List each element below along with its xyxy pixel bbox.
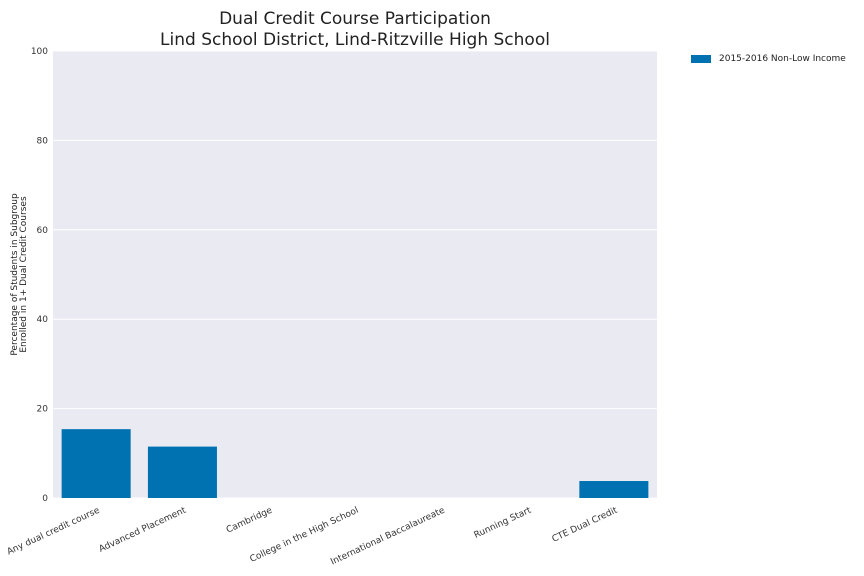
- legend-swatch: [691, 55, 711, 63]
- legend: 2015-2016 Non-Low Income: [691, 54, 846, 64]
- chart-title-line-1: Dual Credit Course Participation: [219, 9, 491, 29]
- y-tick-label: 0: [42, 494, 48, 504]
- plot-area: [53, 51, 657, 498]
- bar: [579, 481, 649, 498]
- y-tick-label: 60: [37, 226, 49, 236]
- x-tick-label: CTE Dual Credit: [551, 505, 620, 544]
- bar: [61, 429, 131, 498]
- y-tick-label: 40: [37, 315, 49, 325]
- x-tick-label: Running Start: [473, 505, 534, 540]
- bar: [147, 446, 217, 498]
- x-tick-label: Any dual credit course: [6, 505, 102, 557]
- x-tick-label: Advanced Placement: [98, 505, 189, 554]
- y-tick-label: 80: [37, 136, 49, 146]
- y-axis-label: Enrolled in 1+ Dual Credit Courses: [19, 196, 29, 353]
- x-tick-label: Cambridge: [225, 505, 274, 535]
- y-axis-label: Percentage of Students in Subgroup: [10, 193, 20, 356]
- y-tick-label: 100: [31, 47, 48, 57]
- chart-title-line-2: Lind School District, Lind-Ritzville Hig…: [160, 30, 550, 50]
- y-tick-label: 20: [37, 405, 49, 415]
- legend-label: 2015-2016 Non-Low Income: [719, 54, 846, 64]
